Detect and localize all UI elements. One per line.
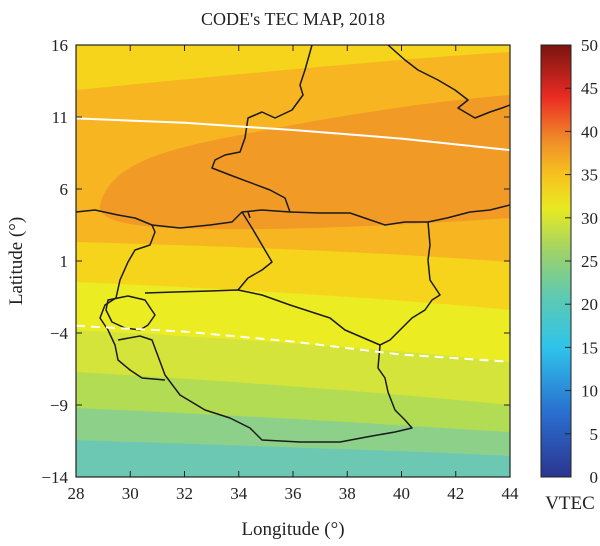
colorbar-tick-label: 40 [581,122,598,141]
colorbar-tick-label: 0 [590,468,599,487]
border-eritrea [387,45,510,119]
border-sudan-ethiopia [211,45,313,213]
x-axis-title: Longitude (°) [241,519,344,540]
border-uganda-kenya [144,289,381,346]
y-tick-label: 1 [60,252,69,271]
colorbar-tick-label: 10 [581,382,598,401]
map-title: CODE's TEC MAP, 2018 [201,9,385,29]
x-tick-label: 34 [230,484,248,503]
y-tick-label: 11 [52,108,68,127]
colorbar-tick-label: 35 [581,166,598,185]
y-axis: 16 11 6 1 −4 −9 −14 [41,36,510,487]
x-tick-label: 40 [393,484,410,503]
colorbar-tick-label: 50 [581,36,598,55]
colorbar-tick-label: 45 [581,79,598,98]
colorbar-tick-label: 15 [581,338,598,357]
border-drc-uganda [99,224,166,381]
y-tick-label: −14 [41,468,68,487]
x-tick-label: 42 [447,484,464,503]
x-tick-label: 30 [122,484,139,503]
x-tick-label: 44 [502,484,520,503]
y-tick-label: −4 [50,324,69,343]
vtec-contour-solid [76,117,510,152]
y-tick-label: −9 [50,396,68,415]
x-tick-label: 36 [285,484,302,503]
vtec-contour-dashed [76,324,510,363]
colorbar-label: VTEC [545,493,595,514]
x-tick-label: 38 [339,484,356,503]
y-tick-label: 6 [60,180,69,199]
x-axis: 28 30 32 34 36 38 40 42 44 [68,45,520,503]
colorbar-tick-label: 20 [581,295,598,314]
colorbar-tick-label: 25 [581,252,598,271]
y-tick-label: 16 [51,36,68,55]
border-kenya-ethiopia [247,211,441,346]
border-south-sudan-uganda [237,211,273,291]
tec-heatmap [76,45,510,477]
x-tick-label: 32 [176,484,193,503]
border-south-sudan-north [76,209,291,229]
country-borders [76,45,510,443]
border-tanzania [117,335,413,443]
colorbar-tick-label: 30 [581,209,598,228]
tec-band-37 [99,95,510,230]
border-lake-victoria [105,295,156,331]
y-axis-title: Latitude (°) [6,217,27,305]
colorbar-tick-label: 5 [590,425,599,444]
border-ethiopia-south [289,204,510,226]
x-tick-label: 28 [68,484,85,503]
